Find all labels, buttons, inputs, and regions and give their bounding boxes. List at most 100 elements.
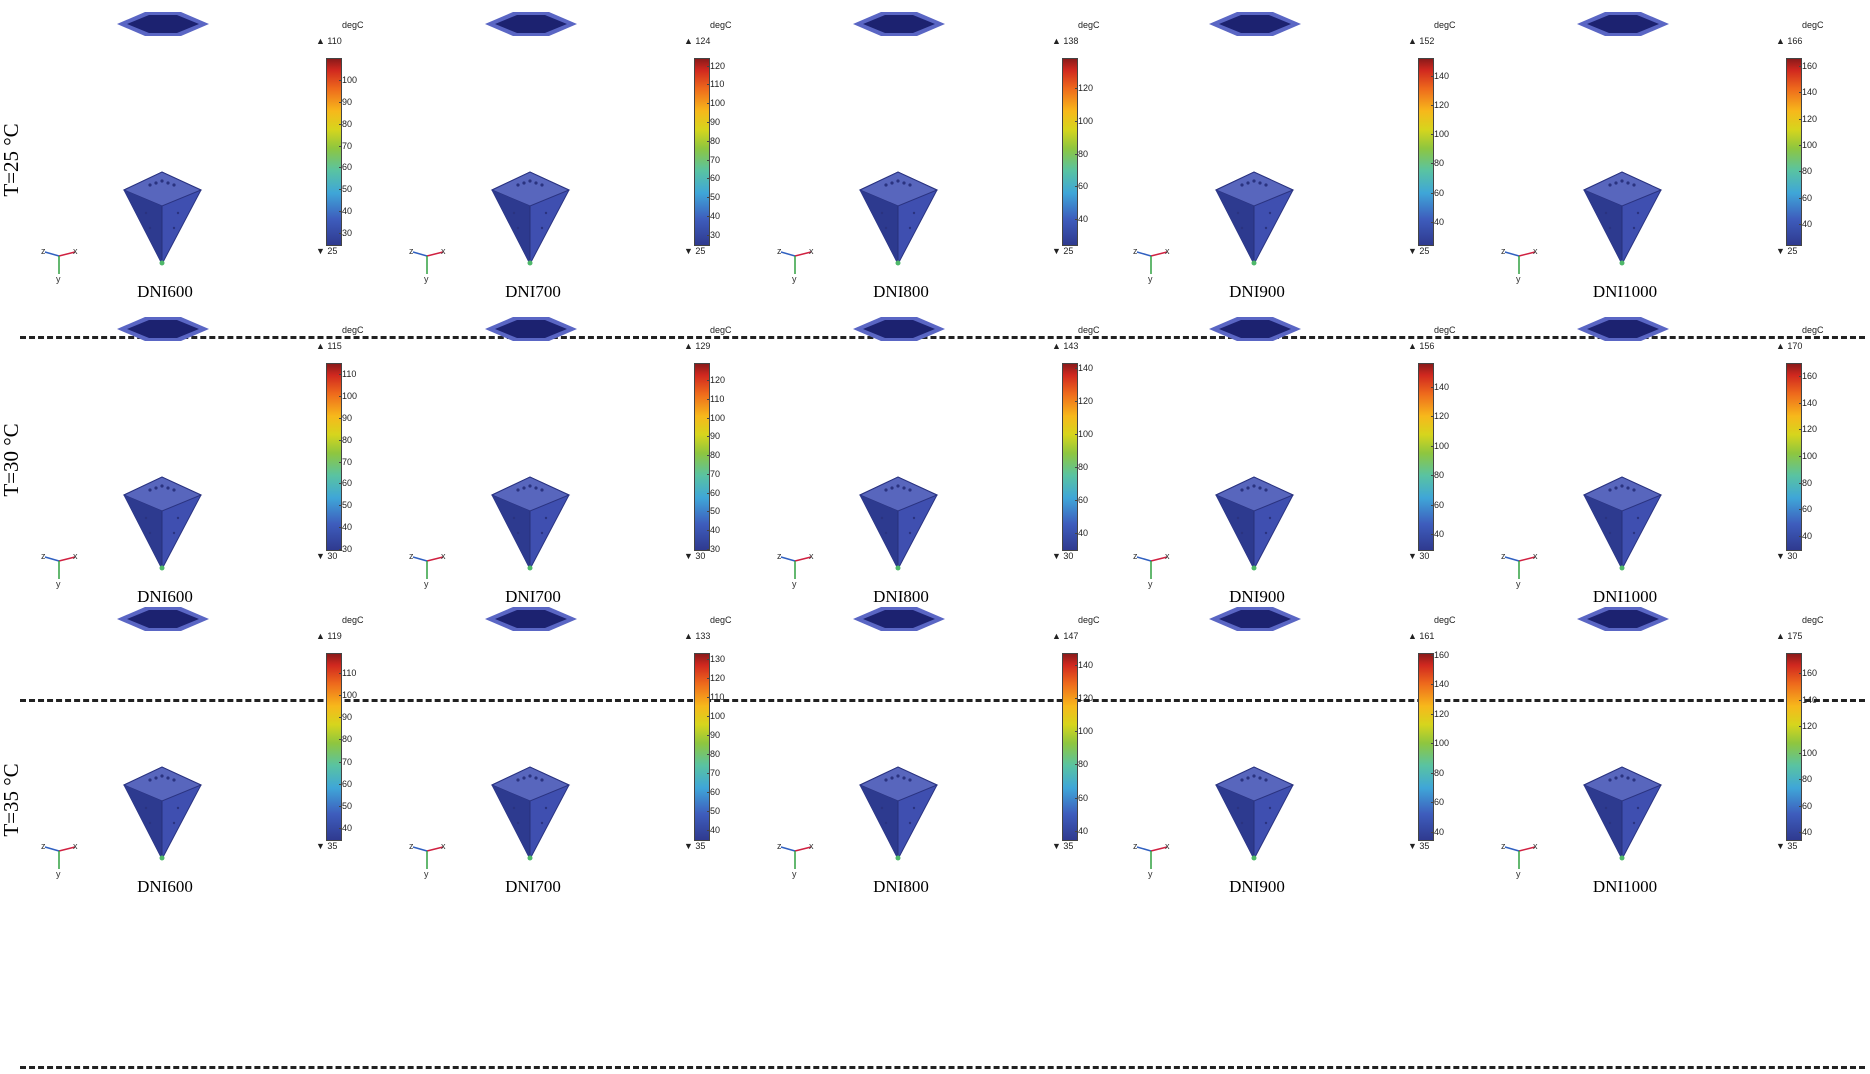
colorbar-tick: 140	[1798, 87, 1818, 98]
max-label: ▲ 147	[1052, 631, 1079, 641]
dni-label: DNI600	[137, 877, 193, 896]
colorbar-tick: 120	[706, 374, 726, 385]
colorbar-tick: 100	[1430, 738, 1450, 748]
axis-triad: z x y	[1127, 240, 1177, 285]
axis-z-label: z	[1133, 841, 1138, 851]
colorbar-tick: 120	[1074, 692, 1094, 703]
axis-x-label: x	[1533, 551, 1538, 561]
reflector-plate	[485, 317, 577, 341]
axis-y-label: y	[1148, 579, 1153, 589]
min-label: ▼ 35	[316, 841, 338, 851]
colorbar-tick: 60	[338, 162, 353, 173]
simulation-cell: z x y DNI1000 degC ▲ 170 ▼ 30 160 140 120 100 80 60 4…	[1480, 305, 1850, 635]
axis-triad: z x y	[1127, 545, 1177, 590]
max-label: ▲ 166	[1776, 36, 1803, 46]
colorbar-tick: 40	[338, 206, 353, 217]
colorbar-tick: 70	[338, 456, 353, 467]
axis-triad-icon	[44, 556, 76, 579]
dni-label: DNI1000	[1592, 587, 1658, 606]
max-value: 166	[1787, 36, 1803, 46]
colorbar-tick: 40	[1798, 530, 1813, 541]
max-label: ▲ 129	[684, 341, 711, 351]
colorbar-tick: 50	[338, 800, 353, 811]
min-value: 35	[1787, 841, 1798, 851]
min-value: 35	[1063, 841, 1074, 851]
axis-triad-icon	[412, 846, 444, 869]
unit-label: degC	[1434, 615, 1456, 625]
max-label: ▲ 133	[684, 631, 711, 641]
colorbar-tick: 40	[706, 210, 721, 221]
colorbar-tick: 120	[706, 60, 726, 71]
colorbar-tick: 60	[1430, 797, 1445, 808]
colorbar-tick: 30	[338, 228, 353, 239]
colorbar-tick: 80	[1074, 148, 1089, 159]
min-label: ▼ 25	[684, 246, 706, 256]
unit-label: degC	[1078, 615, 1100, 625]
min-value: 25	[327, 246, 338, 256]
colorbar-tick: 110	[338, 667, 357, 678]
axis-x-label: x	[809, 841, 814, 851]
colorbar-tick: 60	[338, 478, 353, 489]
colorbar-tick: 40	[706, 525, 721, 536]
axis-z-label: z	[41, 841, 46, 851]
colorbar-tick: 100	[1430, 129, 1450, 140]
dni-label: DNI600	[137, 282, 193, 301]
reflector-plate	[485, 607, 577, 631]
axis-x-label: x	[1533, 246, 1538, 256]
axis-x-label: x	[809, 246, 814, 256]
simulation-cell: z x y DNI700 degC ▲ 133 ▼ 35 130 120 110 100 90 80 70…	[388, 595, 758, 925]
colorbar-tick: 60	[338, 778, 353, 789]
axis-triad: z x y	[771, 240, 821, 285]
colorbar-tick: 40	[1430, 217, 1445, 227]
reflector-plate	[853, 317, 945, 341]
axis-y-label: y	[792, 274, 797, 284]
min-label: ▼ 30	[684, 551, 706, 561]
max-label: ▲ 115	[316, 341, 342, 351]
colorbar-tick: 100	[1430, 440, 1450, 451]
max-value: 110	[327, 36, 342, 46]
max-value: 175	[1787, 631, 1803, 641]
max-label: ▲ 152	[1408, 36, 1435, 46]
max-value: 152	[1419, 36, 1435, 46]
pyramid-receiver	[1582, 476, 1663, 571]
axis-triad: z x y	[403, 835, 453, 880]
axis-x-label: x	[73, 246, 78, 256]
dni-label: DNI800	[873, 282, 929, 301]
pyramid-receiver	[122, 476, 203, 571]
colorbar	[1786, 363, 1802, 551]
colorbar-tick: 40	[1798, 827, 1813, 838]
max-value: 156	[1419, 341, 1435, 351]
colorbar-tick: 60	[1798, 192, 1813, 203]
axis-triad-icon	[412, 556, 444, 579]
simulation-cell: z x y DNI800 degC ▲ 143 ▼ 30 140 120 100 80 60 40	[756, 305, 1126, 635]
colorbar-tick: 90	[706, 116, 721, 127]
colorbar-tick: 70	[338, 756, 353, 767]
axis-x-label: x	[1165, 551, 1170, 561]
min-label: ▼ 30	[1776, 551, 1798, 561]
colorbar-tick: 100	[706, 710, 726, 721]
axis-z-label: z	[409, 551, 414, 561]
colorbar	[694, 58, 710, 246]
dni-label: DNI800	[873, 587, 929, 606]
colorbar	[326, 363, 342, 551]
simulation-cell: z x y DNI700 degC ▲ 124 ▼ 25 120 110 100 90 80 70 60 5…	[388, 0, 758, 330]
axis-y-label: y	[424, 274, 429, 284]
colorbar	[1418, 58, 1434, 246]
colorbar-tick: 50	[706, 192, 721, 202]
axis-triad-icon	[1136, 846, 1168, 869]
colorbar-tick: 160	[1798, 60, 1818, 71]
colorbar-tick: 40	[1074, 825, 1089, 836]
unit-label: degC	[1434, 325, 1456, 335]
colorbar-tick: 130	[706, 653, 726, 664]
max-value: 143	[1063, 341, 1079, 351]
axis-triad-icon	[1136, 251, 1168, 274]
colorbar-tick: 30	[706, 544, 721, 554]
max-label: ▲ 119	[316, 631, 342, 641]
colorbar-tick: 60	[1074, 792, 1089, 803]
colorbar-tick: 70	[338, 140, 353, 151]
colorbar-tick: 100	[1798, 451, 1818, 461]
axis-triad: z x y	[771, 835, 821, 880]
unit-label: degC	[342, 20, 364, 30]
axis-triad-icon	[780, 846, 812, 869]
axis-triad: z x y	[1495, 835, 1545, 880]
